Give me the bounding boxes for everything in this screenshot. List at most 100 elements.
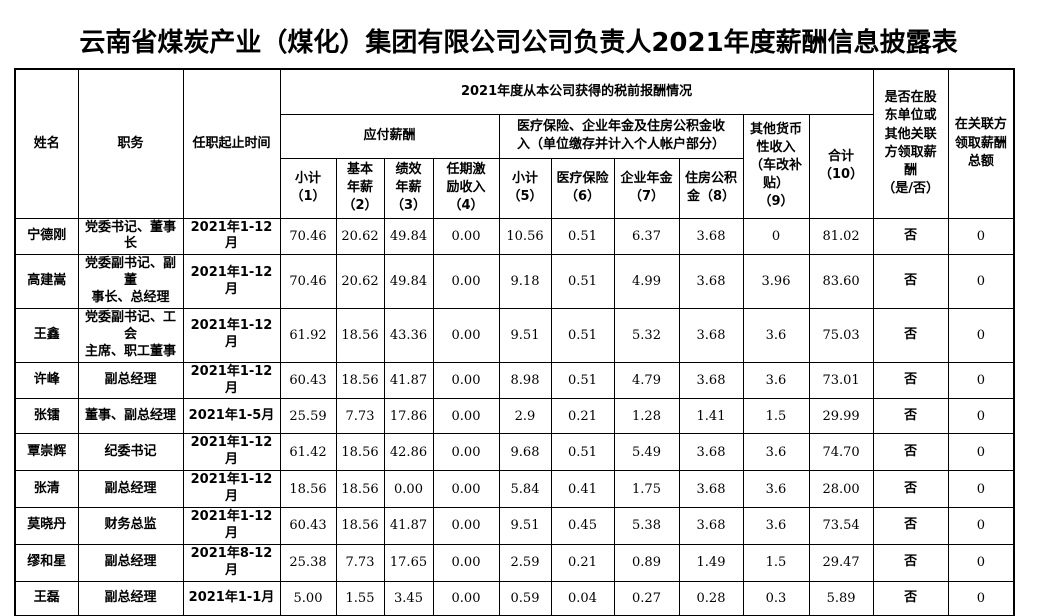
name-cell: 莫晓丹 <box>14 506 79 545</box>
value-cell: 0.51 <box>550 433 615 472</box>
value-cell: 9.18 <box>498 254 552 309</box>
col-header-subtotal-5: 小计 （5） <box>498 157 552 219</box>
value-cell: 0.00 <box>432 470 500 508</box>
col-header-term: 任职起止时间 <box>182 68 281 219</box>
table-row: 缪和星 副总经理 2021年8-12月 25.38 7.73 17.65 0.00 2.59 0… <box>14 543 1015 582</box>
term-cell: 2021年1-1月 <box>182 580 281 616</box>
term-cell: 2021年1-5月 <box>182 398 281 435</box>
position-cell: 副总经理 <box>77 543 184 582</box>
value-cell: 3.68 <box>678 254 744 309</box>
value-cell: 2.9 <box>498 398 552 435</box>
value-cell: 0.45 <box>550 506 615 545</box>
value-cell: 5.89 <box>808 580 874 616</box>
col-header-position: 职务 <box>77 68 184 219</box>
value-cell: 20.62 <box>335 217 385 256</box>
value-cell: 否 <box>872 506 949 545</box>
value-cell: 28.00 <box>808 470 874 508</box>
table-row: 覃崇辉 纪委书记 2021年1-12月 61.42 18.56 42.86 0.00 9.68… <box>14 433 1015 472</box>
value-cell: 4.99 <box>613 254 680 309</box>
value-cell: 18.56 <box>279 470 337 508</box>
value-cell: 7.73 <box>335 398 385 435</box>
value-cell: 0 <box>947 398 1015 435</box>
value-cell: 18.56 <box>335 433 385 472</box>
value-cell: 否 <box>872 543 949 582</box>
value-cell: 0.00 <box>432 580 500 616</box>
value-cell: 6.37 <box>613 217 680 256</box>
value-cell: 0.21 <box>550 543 615 582</box>
col-header-name: 姓名 <box>14 68 79 219</box>
value-cell: 8.98 <box>498 361 552 400</box>
value-cell: 60.43 <box>279 361 337 400</box>
value-cell: 9.51 <box>498 307 552 363</box>
value-cell: 17.86 <box>383 398 434 435</box>
header-row-columns: 小计 （1） 基本 年薪 （2） 绩效 年薪 （3） 任期激 励收入 （4） 小… <box>15 157 1014 219</box>
value-cell: 41.87 <box>383 506 434 545</box>
value-cell: 61.92 <box>279 307 337 363</box>
position-cell: 副总经理 <box>77 470 184 508</box>
value-cell: 49.84 <box>383 217 434 256</box>
name-cell: 缪和星 <box>14 543 79 582</box>
value-cell: 20.62 <box>335 254 385 309</box>
value-cell: 1.49 <box>678 543 744 582</box>
name-cell: 张镭 <box>14 398 79 435</box>
col-header-shareholder-pay: 是否在股 东单位或 其他关联 方领取薪 酬 （是/否） <box>872 68 949 219</box>
value-cell: 0 <box>947 254 1015 309</box>
value-cell: 否 <box>872 470 949 508</box>
term-cell: 2021年1-12月 <box>182 361 281 400</box>
value-cell: 18.56 <box>335 506 385 545</box>
value-cell: 0.51 <box>550 307 615 363</box>
value-cell: 60.43 <box>279 506 337 545</box>
value-cell: 29.99 <box>808 398 874 435</box>
col-header-pretax-group: 2021年度从本公司获得的税前报酬情况 <box>279 68 874 115</box>
value-cell: 41.87 <box>383 361 434 400</box>
table-row: 宁德刚 党委书记、董事长 2021年1-12月 70.46 20.62 49.84 0.00… <box>14 217 1015 256</box>
value-cell: 0.00 <box>432 506 500 545</box>
value-cell: 3.6 <box>742 470 810 508</box>
value-cell: 17.65 <box>383 543 434 582</box>
value-cell: 0.51 <box>550 254 615 309</box>
value-cell: 3.68 <box>678 470 744 508</box>
value-cell: 75.03 <box>808 307 874 363</box>
value-cell: 3.6 <box>742 433 810 472</box>
value-cell: 29.47 <box>808 543 874 582</box>
value-cell: 0.28 <box>678 580 744 616</box>
table-row: 王磊 副总经理 2021年1-1月 5.00 1.55 3.45 0.00 0.59 0.04 0… <box>14 580 1015 616</box>
value-cell: 10.56 <box>498 217 552 256</box>
value-cell: 否 <box>872 307 949 363</box>
value-cell: 0.59 <box>498 580 552 616</box>
value-cell: 0.27 <box>613 580 680 616</box>
value-cell: 3.6 <box>742 361 810 400</box>
value-cell: 7.73 <box>335 543 385 582</box>
position-cell: 财务总监 <box>77 506 184 545</box>
value-cell: 0.00 <box>432 398 500 435</box>
term-cell: 2021年1-12月 <box>182 470 281 508</box>
value-cell: 83.60 <box>808 254 874 309</box>
value-cell: 5.00 <box>279 580 337 616</box>
value-cell: 81.02 <box>808 217 874 256</box>
table-row: 许峰 副总经理 2021年1-12月 60.43 18.56 41.87 0.00 8.98 0… <box>14 361 1015 400</box>
value-cell: 73.54 <box>808 506 874 545</box>
value-cell: 3.68 <box>678 307 744 363</box>
value-cell: 1.41 <box>678 398 744 435</box>
value-cell: 18.56 <box>335 307 385 363</box>
value-cell: 0.00 <box>383 470 434 508</box>
value-cell: 25.59 <box>279 398 337 435</box>
col-header-housing-fund: 住房公积 金（8） <box>678 157 744 219</box>
value-cell: 3.96 <box>742 254 810 309</box>
value-cell: 0 <box>742 217 810 256</box>
position-cell: 副总经理 <box>77 580 184 616</box>
value-cell: 1.5 <box>742 543 810 582</box>
value-cell: 73.01 <box>808 361 874 400</box>
col-header-insurance-group: 医疗保险、企业年金及住房公积金收 入（单位缴存并计入个人帐户部分） <box>498 113 744 159</box>
table-row: 张清 副总经理 2021年1-12月 18.56 18.56 0.00 0.00 5.84 0.… <box>14 470 1015 508</box>
value-cell: 否 <box>872 254 949 309</box>
value-cell: 0 <box>947 543 1015 582</box>
value-cell: 0.89 <box>613 543 680 582</box>
value-cell: 0.00 <box>432 254 500 309</box>
value-cell: 5.38 <box>613 506 680 545</box>
value-cell: 0.21 <box>550 398 615 435</box>
value-cell: 49.84 <box>383 254 434 309</box>
value-cell: 0.41 <box>550 470 615 508</box>
salary-table: 姓名 职务 任职起止时间 2021年度从本公司获得的税前报酬情况 是否在股 东单… <box>14 68 1016 616</box>
term-cell: 2021年1-12月 <box>182 217 281 256</box>
